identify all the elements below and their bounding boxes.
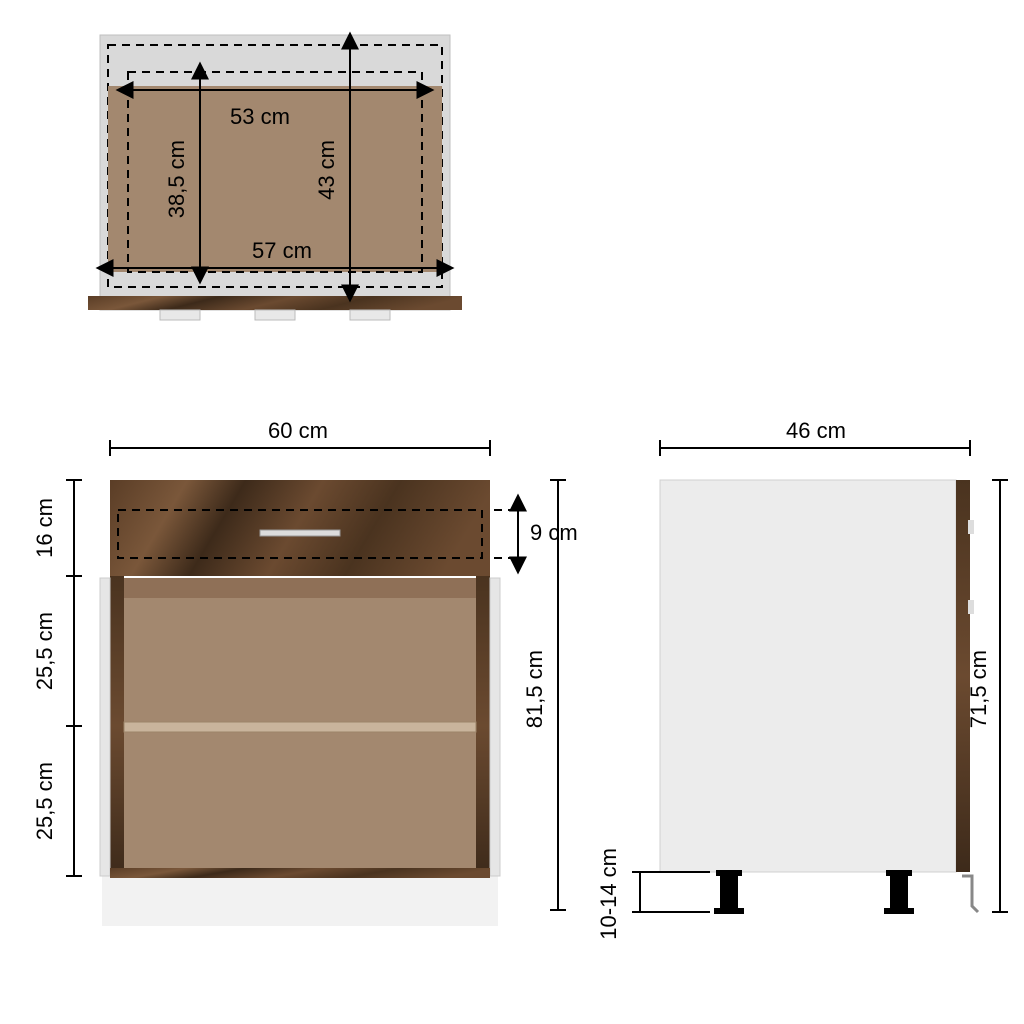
label-53cm: 53 cm: [230, 104, 290, 130]
leg: [720, 872, 738, 912]
label-43cm: 43 cm: [314, 140, 340, 200]
label-10-14cm: 10-14 cm: [596, 848, 622, 940]
label-57cm: 57 cm: [252, 238, 312, 264]
label-81-5cm: 81,5 cm: [522, 650, 548, 728]
label-46cm: 46 cm: [786, 418, 846, 444]
drawer-handle: [260, 530, 340, 536]
leg: [890, 872, 908, 912]
label-71-5cm: 71,5 cm: [966, 650, 992, 728]
label-25-5cm-b: 25,5 cm: [32, 762, 58, 840]
label-9cm: 9 cm: [530, 520, 578, 546]
diagram-canvas: [0, 0, 1024, 1024]
side-panel: [660, 480, 956, 872]
drawer-front: [110, 480, 490, 576]
label-16cm: 16 cm: [32, 498, 58, 558]
label-25-5cm-a: 25,5 cm: [32, 612, 58, 690]
front-view: [66, 440, 566, 926]
side-view: [632, 440, 1008, 914]
label-38-5cm: 38,5 cm: [164, 140, 190, 218]
shelf: [124, 722, 476, 732]
top-view: [88, 35, 462, 320]
label-60cm: 60 cm: [268, 418, 328, 444]
